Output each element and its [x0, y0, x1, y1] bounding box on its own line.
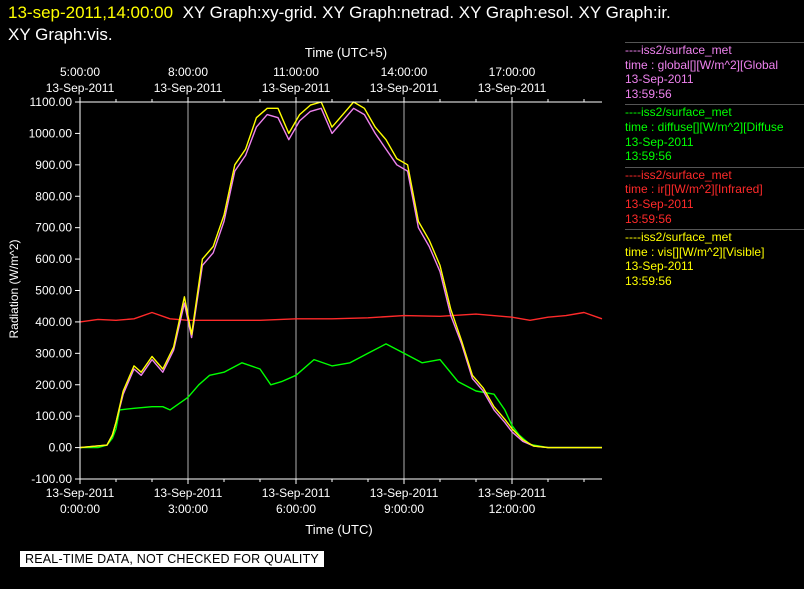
legend-time: 13:59:56	[625, 211, 672, 226]
legend-date: 13-Sep-2011	[625, 72, 694, 87]
x-tick-date: 13-Sep-2011	[262, 486, 331, 500]
legend-source: ----iss2/surface_met	[625, 105, 732, 120]
y-tick-label: 1100.00	[30, 95, 73, 109]
y-tick-label: 100.00	[35, 409, 72, 423]
y-tick-label: 700.00	[35, 221, 72, 235]
x2-tick-date: 13-Sep-2011	[370, 81, 439, 95]
x2-tick-date: 13-Sep-2011	[46, 81, 115, 95]
header-graph-list: XY Graph:xy-grid. XY Graph:netrad. XY Gr…	[182, 3, 671, 22]
x-tick-date: 13-Sep-2011	[46, 486, 115, 500]
x2-tick-time: 11:00:00	[273, 65, 319, 79]
x-tick-time: 9:00:00	[384, 502, 424, 516]
chart-series	[79, 101, 603, 449]
x2-tick-time: 17:00:00	[489, 65, 536, 79]
series-global-line	[79, 107, 602, 449]
legend-date: 13-Sep-2011	[625, 134, 694, 149]
y-axis-title: Radiation (W/m^2)	[7, 240, 21, 339]
legend-date: 13-Sep-2011	[625, 259, 694, 274]
y-tick-label: 600.00	[35, 252, 72, 266]
legend-field: time : ir[][W/m^2][Infrared]	[625, 182, 763, 197]
x-tick-time: 12:00:00	[489, 502, 536, 516]
legend-entry: ----iss2/surface_met time : vis[][W/m^2][…	[625, 229, 804, 288]
legend-source: ----iss2/surface_met	[625, 167, 732, 182]
x2-axis-title: Time (UTC+5)	[305, 45, 387, 60]
x-tick-date: 13-Sep-2011	[370, 486, 439, 500]
x2-tick-time: 8:00:00	[168, 65, 208, 79]
legend-field: time : global[][W/m^2][Global	[625, 57, 779, 72]
x-tick-time: 0:00:00	[60, 502, 100, 516]
legend-entry: ----iss2/surface_met time : ir[][W/m^2][I…	[625, 166, 804, 226]
y-tick-label: -100.00	[31, 472, 72, 486]
series-ir-line	[79, 311, 603, 323]
y-tick-label: 200.00	[35, 378, 72, 392]
legend-entry: ----iss2/surface_met time : global[][W/m^…	[625, 42, 804, 101]
legend-time: 13:59:56	[625, 86, 672, 101]
y-tick-label: 300.00	[35, 346, 72, 360]
legend: ----iss2/surface_met time : global[][W/m^…	[625, 42, 804, 292]
y-tick-label: 400.00	[35, 315, 72, 329]
x2-tick-date: 13-Sep-2011	[262, 81, 331, 95]
x-tick-time: 6:00:00	[276, 502, 316, 516]
legend-field: time : diffuse[][W/m^2][Diffuse	[625, 119, 784, 134]
x2-tick-time: 5:00:00	[60, 65, 100, 79]
chart-axes: -100.00 0.00 100.00 200.00 300.00 400.00 500.0…	[29, 65, 602, 516]
legend-entry: ----iss2/surface_met time : diffuse[][W/m…	[625, 104, 804, 163]
x2-tick-time: 14:00:00	[381, 65, 428, 79]
legend-source: ----iss2/surface_met	[625, 230, 732, 245]
x2-tick-date: 13-Sep-2011	[154, 81, 223, 95]
series-vis-line	[79, 101, 602, 449]
x-tick-time: 3:00:00	[168, 502, 208, 516]
header-timestamp: 13-sep-2011,14:00:00	[8, 3, 174, 22]
x2-tick-date: 13-Sep-2011	[478, 81, 547, 95]
header-graph-list-2: XY Graph:vis.	[8, 25, 113, 44]
x-axis-title: Time (UTC)	[305, 522, 372, 537]
x-tick-date: 13-Sep-2011	[154, 486, 223, 500]
y-tick-label: 800.00	[35, 189, 72, 203]
quality-disclaimer: REAL-TIME DATA, NOT CHECKED FOR QUALITY	[20, 551, 324, 567]
y-tick-label: 0.00	[49, 441, 73, 455]
x-tick-date: 13-Sep-2011	[478, 486, 547, 500]
chart-header: 13-sep-2011,14:00:00 XY Graph:xy-grid. X…	[8, 2, 798, 46]
legend-date: 13-Sep-2011	[625, 196, 694, 211]
legend-source: ----iss2/surface_met	[625, 43, 732, 57]
legend-time: 13:59:56	[625, 273, 672, 288]
series-diffuse-line	[80, 343, 602, 449]
legend-field: time : vis[][W/m^2][Visible]	[625, 244, 765, 259]
y-tick-label: 1000.00	[29, 126, 73, 140]
y-tick-label: 900.00	[35, 158, 72, 172]
y-tick-label: 500.00	[35, 284, 72, 298]
legend-time: 13:59:56	[625, 149, 672, 164]
chart-grid	[79, 102, 513, 479]
